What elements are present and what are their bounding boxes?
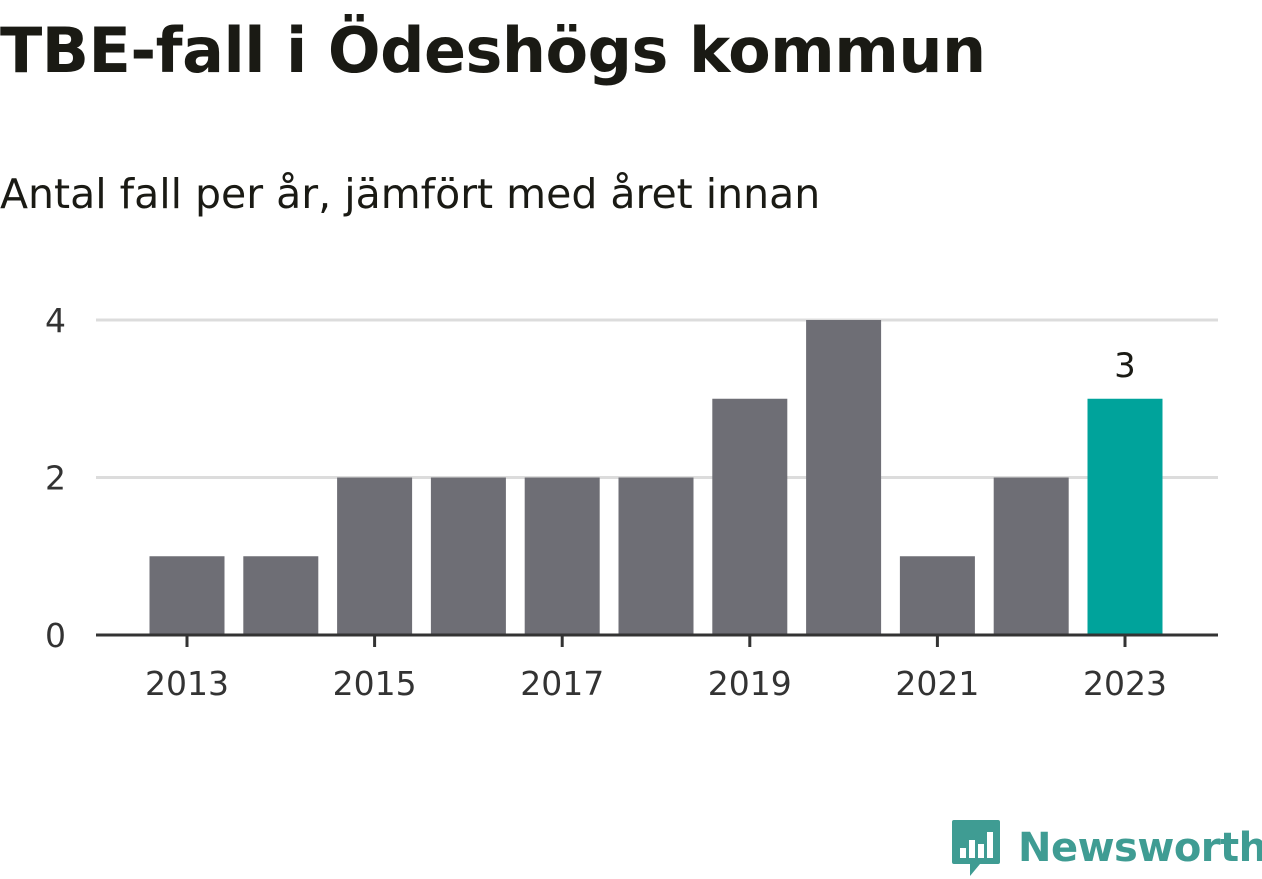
bar [993,477,1069,635]
bar [712,398,788,635]
bar [243,556,319,635]
x-tick-label: 2013 [145,664,229,703]
x-tick-label: 2015 [333,664,417,703]
brand-name: Newsworthy [1018,825,1262,871]
bar [149,556,225,635]
x-tick-label: 2017 [520,664,604,703]
x-tick-label: 2019 [708,664,792,703]
y-tick-label: 4 [45,301,66,340]
x-tick-label: 2021 [895,664,979,703]
x-tick-label: 2023 [1083,664,1167,703]
y-tick-label: 0 [45,616,66,655]
bar [337,477,413,635]
axes [96,633,1218,647]
bar-highlight [1087,398,1163,635]
bars [149,320,1163,635]
bar [430,477,506,635]
bar [806,320,882,635]
chart-title: TBE-fall i Ödeshögs kommun [0,14,986,87]
y-tick-label: 2 [45,459,66,498]
data-label: 3 [1114,346,1136,386]
bar [899,556,975,635]
labels: 0 2 4 3 2013 2015 2017 2019 2021 2023 [45,301,1167,703]
chart-subtitle: Antal fall per år, jämfört med året inna… [0,170,821,218]
bar [618,477,694,635]
grid-lines [96,318,1218,479]
bar [524,477,600,635]
bar-chart-speech-icon [952,820,1000,876]
brand-logo: Newsworthy [950,818,1262,878]
